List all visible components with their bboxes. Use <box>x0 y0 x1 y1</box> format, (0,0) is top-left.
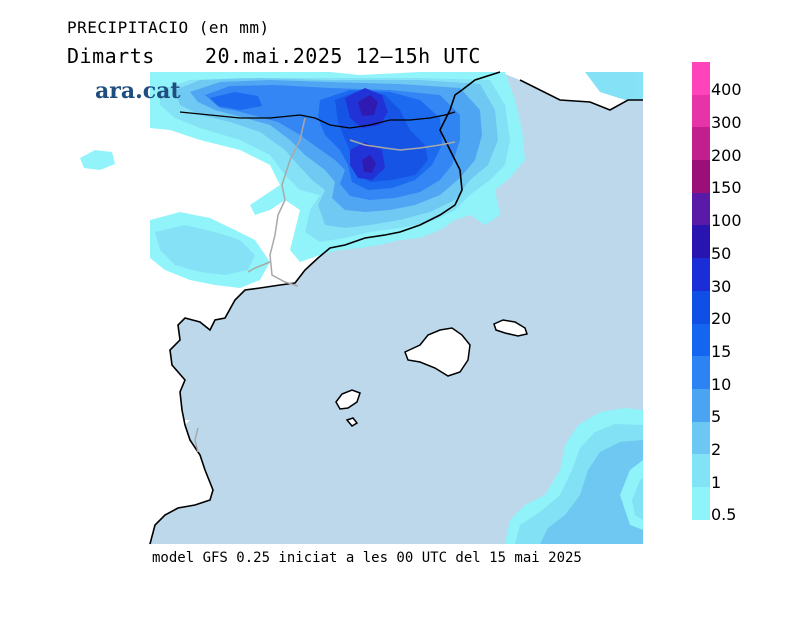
model-footer: model GFS 0.25 iniciat a les 00 UTC del … <box>152 550 582 566</box>
colorbar-label: 5 <box>711 407 722 427</box>
colorbar-label: 400 <box>711 80 742 100</box>
colorbar-segment <box>692 486 710 520</box>
colorbar-label: 10 <box>711 374 732 394</box>
precip-fields <box>80 72 643 544</box>
border-catalonia <box>269 117 306 287</box>
colorbar-segment <box>692 225 710 259</box>
colorbar-segment <box>692 62 710 95</box>
colorbar-label: 20 <box>711 309 732 329</box>
formentera <box>345 417 359 427</box>
colorbar-segment <box>692 388 710 422</box>
colorbar-segment <box>692 454 710 487</box>
colorbar-segment <box>692 94 710 128</box>
ibiza <box>335 389 361 410</box>
france-coast <box>519 79 643 111</box>
colorbar-segment <box>692 356 710 389</box>
mallorca <box>404 327 471 377</box>
brand-logo: ara.cat <box>95 78 181 104</box>
chart-subtitle-date: Dimarts 20.mai.2025 12–15h UTC <box>67 44 481 68</box>
colorbar-segment <box>692 290 710 324</box>
colorbar-segment <box>692 160 710 193</box>
border-pyrenees <box>179 111 456 129</box>
border-andorra <box>349 139 456 151</box>
colorbar-segment <box>692 192 710 226</box>
chart-title: PRECIPITACIO (en mm) <box>67 18 270 37</box>
colorbar-segment <box>692 127 710 161</box>
colorbar <box>692 62 710 520</box>
colorbar-label: 300 <box>711 113 742 133</box>
colorbar-label: 150 <box>711 178 742 198</box>
colorbar-label: 30 <box>711 276 732 296</box>
colorbar-label: 1 <box>711 472 722 492</box>
colorbar-segment <box>692 421 710 455</box>
colorbar-label: 2 <box>711 440 722 460</box>
mainland <box>148 72 643 544</box>
border-aragon <box>247 261 271 273</box>
colorbar-segment <box>692 323 710 357</box>
colorbar-label: 0.5 <box>711 505 737 525</box>
colorbar-label: 50 <box>711 243 732 263</box>
colorbar-segment <box>692 258 710 291</box>
colorbar-label: 15 <box>711 341 732 361</box>
mainland-south <box>148 420 213 544</box>
menorca <box>493 319 528 337</box>
colorbar-label: 100 <box>711 211 742 231</box>
coastline <box>149 71 501 545</box>
border-valencia <box>194 427 199 453</box>
colorbar-label: 200 <box>711 145 742 165</box>
